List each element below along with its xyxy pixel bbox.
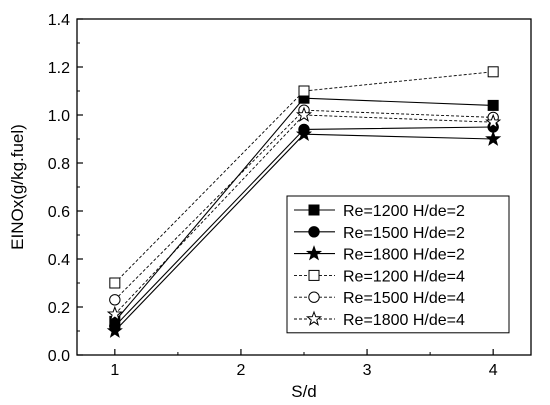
data-point [106,322,123,338]
y-tick-label: 0.4 [48,252,70,269]
x-tick-label: 4 [489,362,498,379]
y-tick-label: 1.2 [48,60,70,77]
data-point [106,305,123,322]
series-3 [109,66,499,289]
data-point [485,113,502,130]
x-tick-label: 3 [363,362,372,379]
legend-box [286,195,510,334]
legend-label: Re=1200 H/de=4 [343,268,465,285]
legend-entry: Re=1500 H/de=2 [294,225,465,242]
y-tick-label: 0.6 [48,204,70,221]
legend-marker [305,245,323,261]
legend-marker [308,269,320,281]
data-point [485,130,502,146]
y-tick-label: 0.8 [48,156,70,173]
legend: Re=1200 H/de=2 Re=1500 H/de=2 Re=1800 H/de… [286,195,510,334]
legend-marker [308,204,320,216]
data-point [295,125,313,142]
legend-label: Re=1200 H/de=2 [343,203,465,220]
legend-entry: Re=1200 H/de=4 [294,268,465,285]
data-point [487,66,499,78]
axis-ticks: 1 2 3 4 0.0 0.2 0.4 0.6 0.8 1.0 1.2 1.4 [48,12,498,379]
x-axis-label: S/d [291,382,317,401]
legend-marker [308,291,320,303]
data-point [295,106,313,122]
y-tick-label: 1.0 [48,108,70,125]
x-tick-label: 2 [236,362,245,379]
data-point [109,277,121,289]
legend-label: Re=1800 H/de=2 [343,247,465,264]
series-5 [106,106,502,322]
series-line [114,71,494,284]
data-point [109,294,121,306]
legend-label: Re=1500 H/de=4 [343,290,465,307]
series-line [114,114,494,315]
x-tick-label: 1 [110,362,119,379]
y-tick-label: 1.4 [48,12,70,29]
series-2 [106,125,502,338]
y-tick-label: 0.0 [48,348,70,365]
y-axis-label: EINOx(g/kg.fuel) [8,124,27,250]
data-point [298,85,310,97]
legend-entry: Re=1200 H/de=2 [294,203,465,220]
y-tick-label: 0.2 [48,300,70,317]
legend-entry: Re=1800 H/de=4 [294,310,465,329]
legend-entry: Re=1500 H/de=4 [294,290,465,307]
series-layer [106,66,502,338]
legend-label: Re=1800 H/de=4 [343,312,465,329]
data-point [487,99,499,111]
legend-marker [308,226,320,238]
legend-label: Re=1500 H/de=2 [343,225,465,242]
legend-entry: Re=1800 H/de=2 [294,245,465,264]
legend-marker [305,310,323,326]
